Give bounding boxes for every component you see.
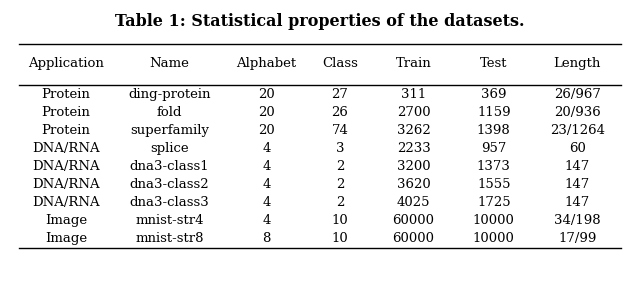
Text: Table 1: Statistical properties of the datasets.: Table 1: Statistical properties of the d… <box>115 13 525 30</box>
Text: 26: 26 <box>332 106 349 119</box>
Text: 60000: 60000 <box>392 214 435 227</box>
Text: 8: 8 <box>262 232 271 245</box>
Text: Image: Image <box>45 214 87 227</box>
Text: superfamily: superfamily <box>130 124 209 137</box>
Text: DNA/RNA: DNA/RNA <box>32 160 100 173</box>
Text: Protein: Protein <box>42 88 90 101</box>
Text: 20: 20 <box>258 88 275 101</box>
Text: 10: 10 <box>332 214 348 227</box>
Text: 20/936: 20/936 <box>554 106 601 119</box>
Text: 3262: 3262 <box>397 124 431 137</box>
Text: 311: 311 <box>401 88 426 101</box>
Text: 369: 369 <box>481 88 506 101</box>
Text: 147: 147 <box>564 196 590 209</box>
Text: Length: Length <box>554 57 601 70</box>
Text: 20: 20 <box>258 106 275 119</box>
Text: 60: 60 <box>569 142 586 155</box>
Text: 60000: 60000 <box>392 232 435 245</box>
Text: 3620: 3620 <box>397 178 431 191</box>
Text: DNA/RNA: DNA/RNA <box>32 142 100 155</box>
Text: 26/967: 26/967 <box>554 88 601 101</box>
Text: 2: 2 <box>336 196 344 209</box>
Text: 4: 4 <box>262 142 271 155</box>
Text: dna3-class3: dna3-class3 <box>130 196 209 209</box>
Text: Class: Class <box>322 57 358 70</box>
Text: 2: 2 <box>336 178 344 191</box>
Text: DNA/RNA: DNA/RNA <box>32 196 100 209</box>
Text: 4: 4 <box>262 214 271 227</box>
Text: splice: splice <box>150 142 189 155</box>
Text: 2: 2 <box>336 160 344 173</box>
Text: 2233: 2233 <box>397 142 431 155</box>
Text: ding-protein: ding-protein <box>129 88 211 101</box>
Text: 1725: 1725 <box>477 196 511 209</box>
Text: 3200: 3200 <box>397 160 430 173</box>
Text: Image: Image <box>45 232 87 245</box>
Text: 957: 957 <box>481 142 506 155</box>
Text: fold: fold <box>157 106 182 119</box>
Text: 27: 27 <box>332 88 349 101</box>
Text: 1159: 1159 <box>477 106 511 119</box>
Text: 4: 4 <box>262 196 271 209</box>
Text: 1555: 1555 <box>477 178 511 191</box>
Text: 20: 20 <box>258 124 275 137</box>
Text: 17/99: 17/99 <box>558 232 596 245</box>
Text: 34/198: 34/198 <box>554 214 601 227</box>
Text: 147: 147 <box>564 160 590 173</box>
Text: Train: Train <box>396 57 431 70</box>
Text: 4: 4 <box>262 178 271 191</box>
Text: mnist-str4: mnist-str4 <box>135 214 204 227</box>
Text: DNA/RNA: DNA/RNA <box>32 178 100 191</box>
Text: 23/1264: 23/1264 <box>550 124 605 137</box>
Text: Test: Test <box>480 57 508 70</box>
Text: Protein: Protein <box>42 124 90 137</box>
Text: 1398: 1398 <box>477 124 511 137</box>
Text: 4: 4 <box>262 160 271 173</box>
Text: 147: 147 <box>564 178 590 191</box>
Text: 4025: 4025 <box>397 196 430 209</box>
Text: Protein: Protein <box>42 106 90 119</box>
Text: mnist-str8: mnist-str8 <box>135 232 204 245</box>
Text: 10000: 10000 <box>473 214 515 227</box>
Text: dna3-class1: dna3-class1 <box>130 160 209 173</box>
Text: 74: 74 <box>332 124 349 137</box>
Text: Name: Name <box>150 57 189 70</box>
Text: Alphabet: Alphabet <box>236 57 296 70</box>
Text: Application: Application <box>28 57 104 70</box>
Text: 10: 10 <box>332 232 348 245</box>
Text: 3: 3 <box>336 142 344 155</box>
Text: 10000: 10000 <box>473 232 515 245</box>
Text: 2700: 2700 <box>397 106 430 119</box>
Text: 1373: 1373 <box>477 160 511 173</box>
Text: dna3-class2: dna3-class2 <box>130 178 209 191</box>
